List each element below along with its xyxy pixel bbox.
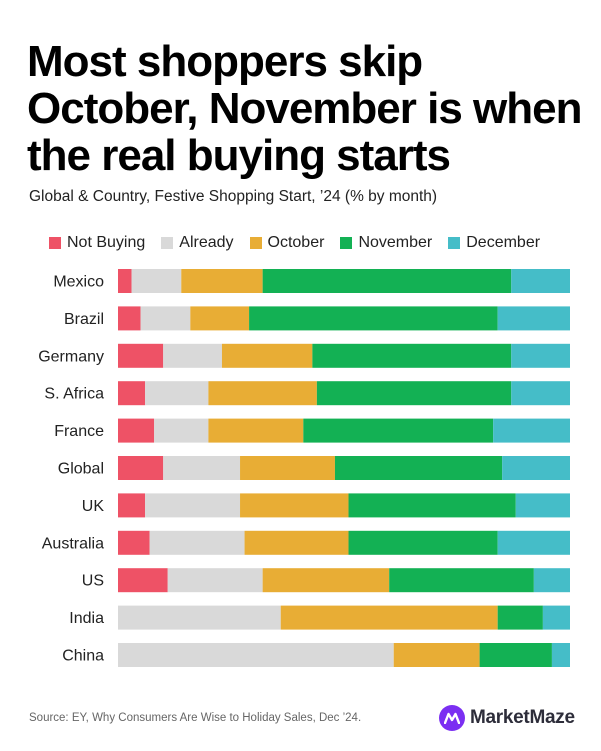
brand: MarketMaze	[439, 705, 575, 731]
category-label-brazil: Brazil	[64, 311, 104, 328]
bar-brazil-december	[497, 306, 570, 331]
bar-mexico-october	[181, 269, 263, 293]
bar-australia-already	[149, 530, 245, 555]
legend-swatch-december	[448, 237, 461, 249]
brand-name: MarketMaze	[470, 707, 575, 728]
bar-uk-not-buying	[118, 493, 146, 518]
category-label-mexico: Mexico	[53, 274, 104, 291]
bar-germany-december	[511, 343, 570, 368]
category-label-global: Global	[58, 461, 104, 478]
legend-swatch-october	[249, 237, 262, 249]
bar-brazil-already	[140, 306, 191, 331]
bar-australia-october	[244, 530, 349, 555]
bar-us-already	[167, 568, 263, 593]
legend-label-not-buying: Not Buying	[67, 234, 146, 251]
bar-australia-not-buying	[118, 530, 150, 555]
bar-global-already	[163, 456, 241, 480]
bar-china-october	[393, 643, 480, 667]
bar-us-october	[262, 568, 390, 593]
bar-france-november	[303, 418, 494, 443]
bar-china-november	[479, 643, 552, 667]
legend: Not Buying Already October November Dece…	[49, 234, 556, 252]
category-label-india: India	[69, 610, 104, 627]
bar-mexico-november	[262, 269, 512, 293]
bar-australia-december	[497, 530, 570, 555]
bar-us-november	[389, 568, 534, 593]
bar-france-december	[493, 418, 570, 443]
bar-mexico-not-buying	[118, 269, 132, 293]
bar-india-december	[542, 605, 570, 630]
bar-s-africa-already	[145, 381, 209, 406]
legend-swatch-november	[340, 237, 353, 249]
bar-uk-november	[348, 493, 516, 518]
bar-s-africa-october	[208, 381, 317, 406]
chart-title: Most shoppers skip October, November is …	[27, 37, 583, 180]
legend-item-not-buying: Not Buying	[49, 234, 145, 252]
bar-china-december	[551, 643, 570, 667]
bar-australia-november	[348, 530, 498, 555]
legend-label-already: Already	[179, 234, 234, 251]
legend-label-october: October	[267, 234, 325, 251]
bar-global-november	[334, 456, 503, 480]
category-label-australia: Australia	[42, 535, 104, 552]
bar-india-november	[497, 605, 543, 630]
bar-france-october	[208, 418, 304, 443]
chart-subtitle: Global & Country, Festive Shopping Start…	[29, 188, 438, 205]
legend-item-already: Already	[161, 234, 234, 252]
bar-mexico-december	[511, 269, 570, 293]
legend-label-december: December	[466, 234, 541, 251]
legend-swatch-not-buying	[49, 237, 61, 249]
category-label-s-africa: S. Africa	[44, 386, 104, 403]
source-note: Source: EY, Why Consumers Are Wise to Ho…	[29, 712, 362, 724]
legend-label-november: November	[358, 234, 433, 251]
bar-mexico-already	[131, 269, 182, 293]
bar-brazil-october	[190, 306, 250, 331]
marketmaze-logo-icon	[439, 705, 465, 731]
bar-brazil-november	[249, 306, 498, 331]
bar-global-december	[502, 456, 570, 480]
bar-france-not-buying	[118, 418, 155, 443]
bar-s-africa-not-buying	[118, 381, 146, 406]
bar-germany-already	[163, 343, 222, 368]
bar-global-october	[240, 456, 335, 480]
category-label-germany: Germany	[38, 348, 104, 365]
bar-germany-november	[312, 343, 512, 368]
legend-item-november: November	[340, 234, 432, 252]
bar-india-already	[118, 605, 281, 630]
bar-india-october	[280, 605, 498, 630]
legend-item-october: October	[249, 234, 325, 252]
category-label-us: US	[82, 573, 104, 590]
category-label-france: France	[54, 423, 104, 440]
bar-brazil-not-buying	[118, 306, 141, 331]
bar-germany-not-buying	[118, 343, 164, 368]
legend-item-december: December	[448, 234, 540, 252]
bar-france-already	[154, 418, 209, 443]
bar-uk-december	[515, 493, 570, 518]
stacked-bar-chart: Mexico Brazil Germany S. Africa France Global…	[38, 269, 570, 667]
bar-s-africa-november	[316, 381, 512, 406]
bar-china-already	[118, 643, 394, 667]
bar-uk-already	[145, 493, 241, 518]
bar-us-not-buying	[118, 568, 168, 593]
bar-uk-october	[240, 493, 349, 518]
bar-us-december	[533, 568, 570, 593]
bar-s-africa-december	[511, 381, 570, 406]
legend-swatch-already	[161, 237, 174, 249]
bar-global-not-buying	[118, 456, 164, 480]
bar-germany-october	[221, 343, 313, 368]
category-label-uk: UK	[82, 498, 105, 515]
category-label-china: China	[62, 648, 104, 665]
